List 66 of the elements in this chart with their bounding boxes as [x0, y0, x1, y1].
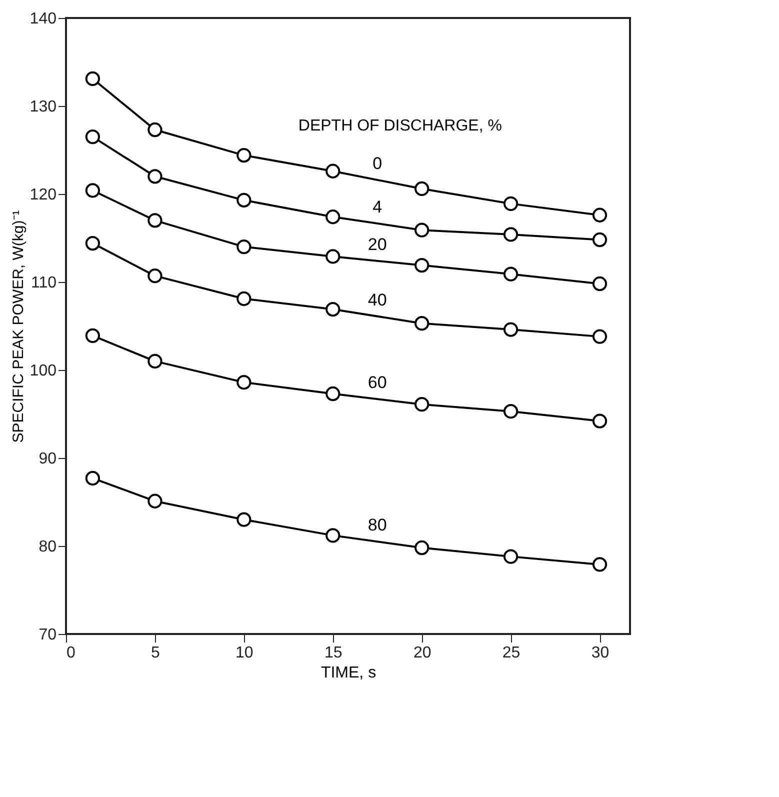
- point: [592, 232, 608, 248]
- point: [414, 397, 430, 412]
- series-label: 4: [372, 197, 382, 216]
- y-tick-label: 90: [38, 450, 57, 468]
- x-tick-label: 5: [151, 644, 160, 662]
- point: [85, 470, 100, 486]
- point: [503, 196, 518, 211]
- point: [592, 276, 608, 292]
- point: [148, 122, 162, 138]
- series-label: 40: [368, 290, 387, 310]
- point: [326, 302, 340, 317]
- point: [85, 328, 100, 343]
- point: [236, 148, 252, 163]
- point: [85, 236, 100, 251]
- point: [503, 227, 518, 242]
- y-tick-label: 110: [30, 274, 57, 292]
- point: [326, 249, 340, 264]
- point: [592, 414, 608, 428]
- point: [236, 239, 252, 254]
- point: [236, 291, 252, 306]
- y-tick-label: 100: [30, 362, 57, 380]
- y-tick-label: 80: [38, 538, 57, 556]
- point: [592, 557, 608, 572]
- point: [148, 268, 162, 284]
- point: [148, 494, 162, 508]
- x-tick-label: 15: [324, 644, 342, 662]
- point: [85, 71, 100, 86]
- point: [503, 322, 518, 337]
- x-tick-label: 0: [66, 644, 76, 662]
- point: [503, 404, 518, 419]
- series-label: 0: [372, 154, 382, 173]
- legend-title: DEPTH OF DISCHARGE, %: [298, 117, 502, 134]
- point: [414, 222, 430, 238]
- x-axis-title: TIME, s: [320, 664, 376, 682]
- point: [414, 258, 430, 273]
- point: [326, 528, 340, 543]
- point: [236, 512, 252, 527]
- series-label: 60: [368, 373, 387, 392]
- point: [414, 540, 430, 556]
- x-tick-label: 30: [591, 644, 610, 662]
- point: [85, 129, 100, 144]
- x-tick-label: 20: [413, 644, 432, 662]
- x-tick-label: 10: [236, 644, 254, 662]
- series-label: 80: [368, 516, 387, 535]
- y-tick-label: 130: [30, 98, 57, 116]
- point: [148, 354, 162, 369]
- y-tick-label: 140: [30, 10, 57, 28]
- series-label: 20: [368, 234, 387, 254]
- point: [148, 213, 162, 228]
- point: [414, 181, 430, 196]
- y-axis-title: SPECIFIC PEAK POWER, W(kg)⁻¹: [10, 210, 27, 443]
- x-tick-label: 25: [502, 644, 520, 662]
- point: [85, 183, 100, 198]
- y-tick-label: 120: [30, 186, 57, 204]
- point: [592, 208, 608, 222]
- point: [592, 329, 608, 344]
- point: [236, 375, 252, 390]
- point: [503, 266, 518, 282]
- point: [148, 169, 162, 184]
- point: [503, 549, 518, 564]
- point: [236, 192, 252, 208]
- point: [326, 164, 340, 178]
- point: [326, 386, 340, 402]
- point: [414, 316, 430, 331]
- point: [326, 210, 340, 224]
- y-tick-label: 70: [38, 626, 57, 644]
